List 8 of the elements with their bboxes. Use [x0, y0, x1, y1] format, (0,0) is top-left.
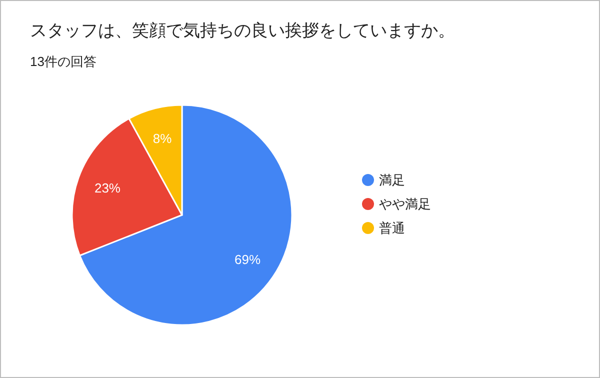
data-label: 8% [152, 130, 172, 146]
chart-subtitle: 13件の回答 [30, 54, 96, 69]
legend-label: やや満足 [379, 196, 431, 212]
data-label: 69% [234, 252, 261, 268]
legend-label: 普通 [379, 220, 405, 236]
legend-label: 満足 [379, 172, 405, 188]
chart-title: スタッフは、笑顔で気持ちの良い挨拶をしていますか。 [30, 21, 455, 40]
data-label: 23% [94, 180, 121, 196]
